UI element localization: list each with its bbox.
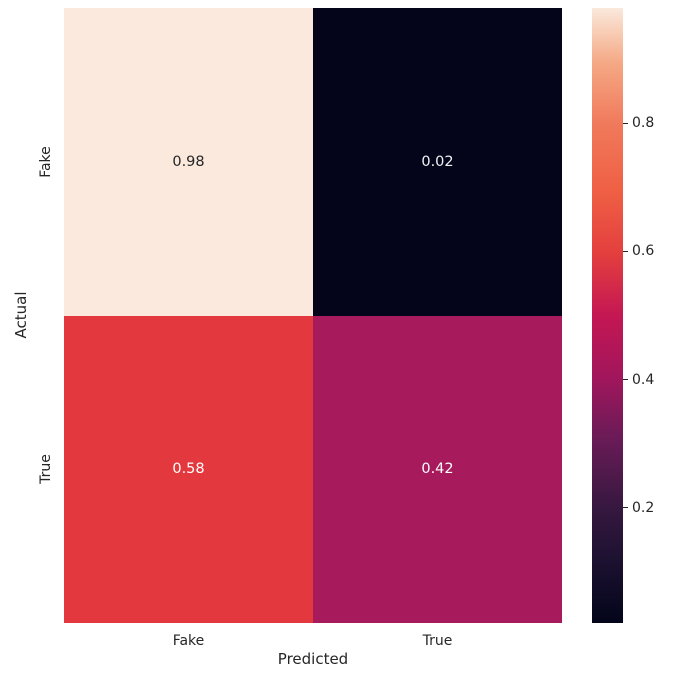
colorbar-tick-label: 0.8 [632, 115, 655, 132]
cell-annotation: 0.42 [421, 461, 454, 478]
colorbar-tick-mark [623, 122, 628, 124]
heatmap-cell-fake-fake: 0.98 [64, 8, 313, 316]
colorbar-tick-mark [623, 250, 628, 253]
colorbar-tick-mark [623, 378, 628, 381]
colorbar-tick-label: 0.6 [632, 243, 655, 260]
y-axis-label: Actual [12, 291, 30, 339]
cell-annotation: 0.02 [421, 153, 454, 170]
cell-annotation: 0.58 [172, 461, 205, 478]
colorbar-tick-mark [623, 506, 628, 509]
heatmap-cell-true-true: 0.42 [313, 315, 562, 623]
colorbar-tick-label: 0.4 [632, 371, 655, 388]
y-tick-label-true: True [38, 454, 54, 485]
heatmap-cell-true-fake: 0.58 [64, 315, 313, 623]
colorbar [592, 8, 623, 623]
x-tick-label-true: True [422, 633, 453, 649]
heatmap-plot-area: 0.98 0.02 0.58 0.42 [64, 8, 562, 623]
cell-annotation: 0.98 [172, 153, 205, 170]
x-axis-label: Predicted [277, 650, 349, 668]
y-tick-label-fake: Fake [38, 145, 54, 178]
heatmap-cell-fake-true: 0.02 [313, 8, 562, 316]
x-tick-label-fake: Fake [172, 633, 205, 649]
colorbar-tick-label: 0.2 [632, 499, 655, 516]
